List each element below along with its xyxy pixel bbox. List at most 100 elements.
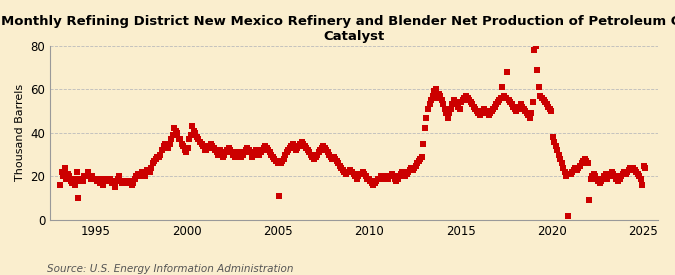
Point — [508, 104, 518, 109]
Point — [115, 179, 126, 183]
Point — [391, 179, 402, 183]
Point — [526, 111, 537, 116]
Point — [424, 102, 435, 107]
Point — [301, 146, 312, 150]
Point — [249, 150, 260, 155]
Text: Source: U.S. Energy Information Administration: Source: U.S. Energy Information Administ… — [47, 264, 294, 274]
Point — [72, 170, 82, 174]
Point — [295, 142, 306, 146]
Point — [570, 166, 581, 170]
Point — [574, 163, 585, 168]
Point — [375, 174, 386, 179]
Point — [188, 128, 199, 133]
Point — [308, 157, 319, 161]
Point — [170, 128, 181, 133]
Point — [318, 144, 329, 148]
Point — [239, 150, 250, 155]
Point — [520, 109, 531, 113]
Point — [167, 133, 178, 137]
Point — [324, 152, 335, 157]
Point — [200, 148, 211, 153]
Point — [537, 96, 547, 100]
Point — [371, 179, 382, 183]
Point — [459, 96, 470, 100]
Point — [385, 174, 396, 179]
Point — [85, 177, 96, 181]
Point — [605, 172, 616, 177]
Point — [242, 146, 252, 150]
Point — [477, 109, 488, 113]
Point — [544, 107, 555, 111]
Point — [266, 152, 277, 157]
Point — [342, 170, 353, 174]
Point — [286, 144, 296, 148]
Point — [129, 177, 140, 181]
Point — [552, 148, 563, 153]
Point — [158, 144, 169, 148]
Point — [619, 170, 630, 174]
Point — [572, 168, 583, 172]
Point — [442, 116, 453, 120]
Point — [637, 183, 648, 188]
Point — [294, 144, 304, 148]
Point — [360, 174, 371, 179]
Point — [595, 181, 605, 185]
Point — [387, 174, 398, 179]
Point — [202, 146, 213, 150]
Point — [149, 159, 160, 163]
Point — [175, 137, 186, 142]
Point — [142, 168, 153, 172]
Point — [614, 177, 625, 181]
Point — [394, 174, 404, 179]
Point — [626, 168, 637, 172]
Point — [62, 172, 73, 177]
Point — [505, 100, 516, 104]
Point — [597, 177, 608, 181]
Point — [99, 179, 109, 183]
Point — [547, 135, 558, 139]
Point — [86, 174, 97, 179]
Point — [304, 150, 315, 155]
Point — [479, 107, 489, 111]
Point — [126, 183, 137, 188]
Point — [161, 142, 172, 146]
Point — [96, 177, 107, 181]
Point — [406, 166, 416, 170]
Point — [465, 100, 476, 104]
Point — [114, 174, 125, 179]
Point — [500, 96, 511, 100]
Point — [186, 133, 196, 137]
Point — [464, 98, 475, 102]
Point — [209, 146, 219, 150]
Point — [322, 150, 333, 155]
Point — [629, 168, 640, 172]
Point — [409, 166, 420, 170]
Point — [134, 172, 144, 177]
Point — [310, 155, 321, 159]
Point — [103, 179, 114, 183]
Point — [472, 111, 483, 116]
Point — [237, 152, 248, 157]
Point — [181, 150, 192, 155]
Point — [603, 174, 614, 179]
Point — [251, 148, 262, 153]
Point — [80, 174, 91, 179]
Point — [279, 152, 290, 157]
Point — [539, 100, 550, 104]
Point — [430, 87, 441, 91]
Point — [292, 146, 302, 150]
Point — [281, 150, 292, 155]
Point — [199, 148, 210, 153]
Point — [488, 107, 499, 111]
Point — [296, 139, 307, 144]
Point — [135, 174, 146, 179]
Point — [312, 152, 323, 157]
Point — [439, 107, 450, 111]
Point — [462, 96, 473, 100]
Point — [245, 150, 256, 155]
Point — [622, 170, 632, 174]
Point — [233, 150, 244, 155]
Point — [573, 166, 584, 170]
Point — [483, 113, 494, 118]
Point — [482, 111, 493, 116]
